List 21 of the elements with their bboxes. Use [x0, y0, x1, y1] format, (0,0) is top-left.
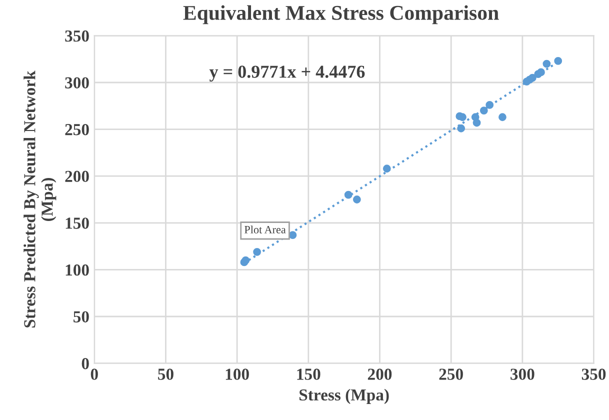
y-tick-label: 250	[65, 124, 89, 136]
x-tick-label: 0	[90, 368, 98, 380]
x-tick-label: 350	[582, 368, 606, 380]
y-tick-label: 200	[65, 170, 89, 182]
x-tick-label: 250	[439, 368, 463, 380]
x-tick-label: 100	[226, 368, 249, 380]
y-tick-label: 150	[66, 218, 89, 229]
chart-title: Equivalent Max Stress Comparison	[183, 5, 499, 24]
x-tick-label: 50	[158, 368, 174, 380]
y-tick-label: 50	[74, 311, 89, 322]
x-tick-label: 200	[368, 368, 392, 380]
annotation: y = 0.9771x + 4.4476	[209, 66, 365, 82]
y-tick-label: 0	[82, 358, 89, 370]
annotation: Plot Area	[244, 226, 286, 234]
y-tick-label: 100	[66, 264, 89, 276]
y-axis-title: Stress Predicted By Neural Network (Mpa)	[24, 70, 56, 328]
y-tick-label: 300	[65, 77, 89, 88]
x-tick-label: 300	[510, 368, 534, 380]
x-axis-title: Stress (Mpa)	[300, 388, 389, 404]
y-tick-label: 350	[65, 30, 89, 42]
x-tick-label: 150	[297, 368, 320, 380]
